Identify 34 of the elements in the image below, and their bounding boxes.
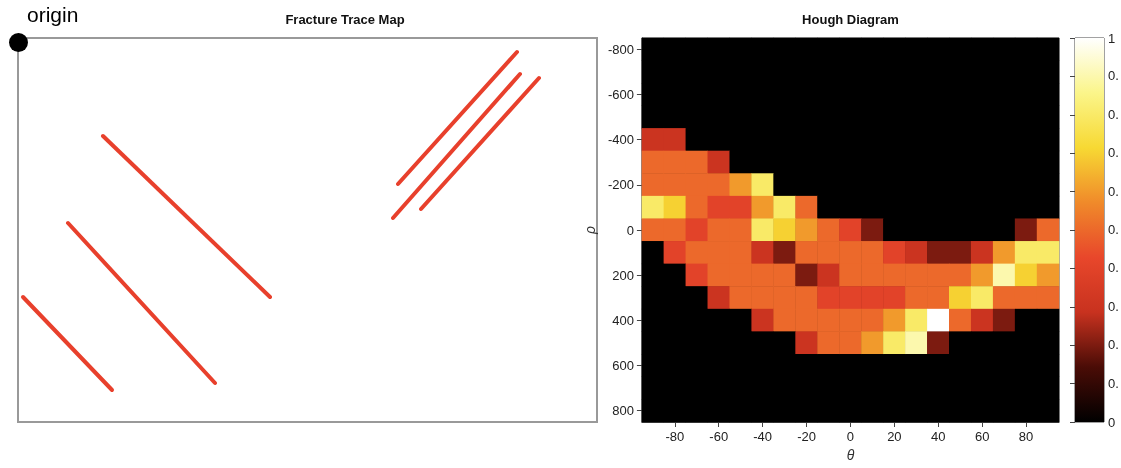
x-tick-label: 40 (931, 429, 946, 444)
x-tick-label: -60 (709, 429, 729, 444)
y-tick-label: 400 (612, 312, 634, 328)
x-axis-title: θ (846, 446, 855, 463)
text: 0. (1108, 145, 1119, 161)
y-tick-label: 0 (626, 222, 634, 238)
x-tick-label: 80 (1018, 429, 1034, 444)
y-tick-label: 800 (612, 403, 634, 419)
text: 0. (1108, 375, 1119, 391)
color-bar-label: 1 (1108, 30, 1116, 46)
y-tick-label: -600 (607, 86, 634, 102)
text: 0. (1108, 337, 1119, 353)
x-tick-label: 0 (846, 429, 855, 444)
x-tick-label: -20 (797, 429, 816, 444)
y-tick-label: -800 (607, 41, 634, 57)
text: 0. (1108, 106, 1119, 122)
x-tick-label: -80 (665, 429, 685, 444)
text: 0. (1108, 260, 1119, 276)
x-tick-label: -40 (753, 429, 773, 444)
chart-title: Hough Diagram (802, 12, 899, 27)
x-tick-label: 60 (974, 429, 990, 444)
y-tick-label: -200 (607, 177, 634, 193)
text: 0. (1108, 222, 1119, 237)
y-tick-label: 600 (612, 358, 634, 374)
text: origin (27, 3, 79, 26)
color-bar-label: 0 (1108, 414, 1116, 430)
y-axis-title: ρ (582, 225, 598, 236)
y-tick-label: -400 (607, 132, 634, 148)
x-tick-label: 20 (887, 429, 902, 444)
y-tick-label: 200 (612, 267, 634, 283)
text: 0. (1108, 298, 1119, 314)
text: Fracture Trace Map (285, 12, 405, 27)
text: 0. (1108, 183, 1119, 199)
text: 0. (1108, 68, 1119, 84)
